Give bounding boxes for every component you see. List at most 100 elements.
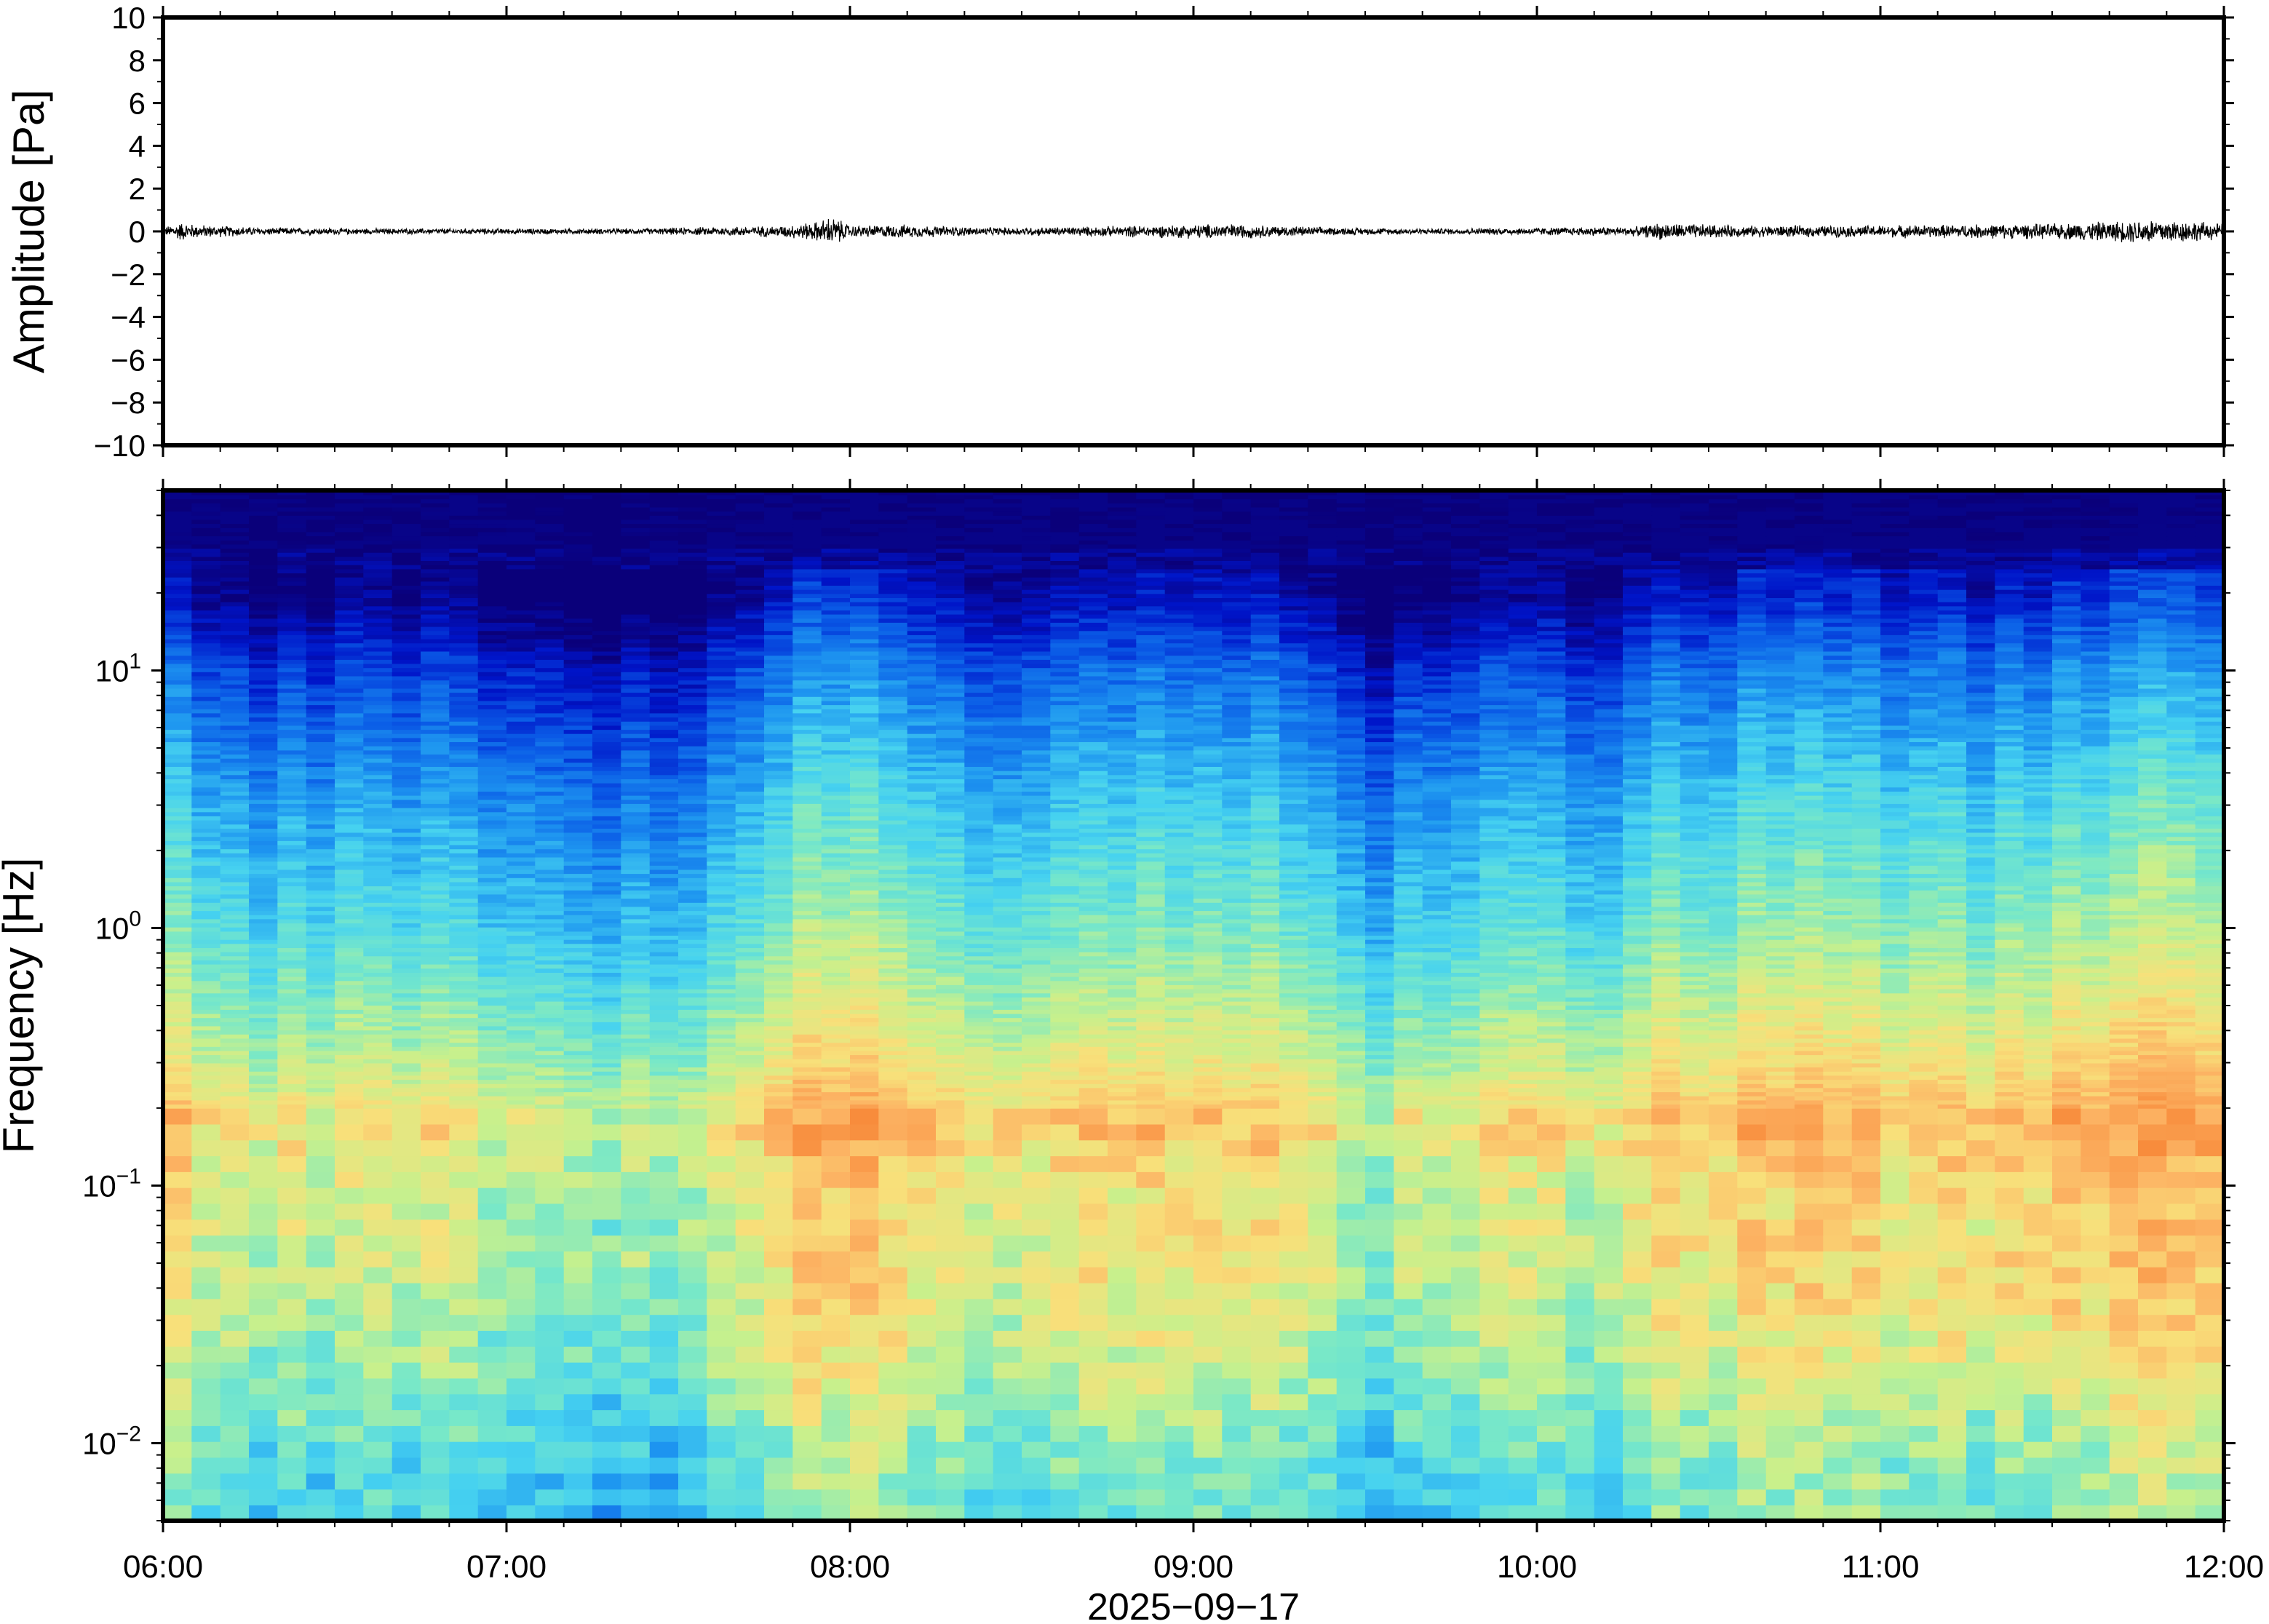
spectrogram-cell xyxy=(2109,1009,2139,1014)
spectrogram-cell xyxy=(1737,1123,1767,1141)
spectrogram-cell xyxy=(2166,1062,2196,1068)
spectrogram-cell xyxy=(249,1107,279,1125)
spectrogram-cell xyxy=(220,1330,250,1347)
spectrogram-cell xyxy=(1966,984,1996,990)
spectrogram-cell xyxy=(249,1361,279,1379)
spectrogram-cell xyxy=(1508,1377,1538,1395)
spectrogram-cell xyxy=(1937,1083,1967,1088)
spectrogram-cell xyxy=(2023,1042,2053,1047)
spectrogram-cell xyxy=(449,1155,479,1172)
spectrogram-cell xyxy=(306,1107,335,1125)
spectrogram-cell xyxy=(1680,1409,1709,1426)
spectrogram-cell xyxy=(1651,1203,1681,1220)
spectrogram-cell xyxy=(1451,1034,1481,1039)
spectrogram-cell xyxy=(1308,1377,1338,1395)
spectrogram-cell xyxy=(163,1139,193,1157)
spectrogram-cell xyxy=(2195,947,2225,952)
spectrogram-cell xyxy=(535,968,565,973)
spectrogram-cell xyxy=(1737,1087,1767,1093)
spectrogram-cell xyxy=(421,947,450,952)
spectrogram-cell xyxy=(1795,1457,1824,1474)
spectrogram-cell xyxy=(907,1095,937,1101)
spectrogram-cell xyxy=(277,997,307,1002)
spectrogram-cell xyxy=(621,1219,651,1236)
spectrogram-cell xyxy=(907,1139,937,1157)
spectrogram-cell xyxy=(2195,988,2225,994)
spectrogram-cell xyxy=(1422,1361,1452,1379)
spectrogram-cell xyxy=(1795,1282,1824,1299)
spectrogram-cell xyxy=(1795,968,1824,973)
spectrogram-cell xyxy=(449,1050,479,1056)
spectrogram-cell xyxy=(2166,1473,2196,1490)
spectrogram-cell xyxy=(1078,1075,1108,1080)
spectrogram-cell xyxy=(1222,1000,1252,1006)
spectrogram-cell xyxy=(335,1441,365,1458)
spectrogram-cell xyxy=(1508,1009,1538,1014)
spectrogram-cell xyxy=(2081,976,2110,982)
spectrogram-cell xyxy=(1394,1123,1423,1141)
spectrogram-cell xyxy=(1851,1025,1881,1031)
spectrogram-cell xyxy=(792,1123,822,1141)
spectrogram-cell xyxy=(850,943,880,948)
spectrogram-cell xyxy=(1851,1171,1881,1188)
spectrogram-cell xyxy=(277,1409,307,1426)
spectrogram-cell xyxy=(1022,1251,1052,1267)
spectrogram-cell xyxy=(2023,1155,2053,1172)
spectrogram-cell xyxy=(2195,1059,2225,1064)
spectrogram-cell xyxy=(821,992,851,998)
spectrogram-cell xyxy=(249,1457,279,1474)
spectrogram-cell xyxy=(850,1042,880,1047)
spectrogram-cell xyxy=(1709,1070,1738,1076)
spectrogram-cell xyxy=(936,1219,966,1236)
spectrogram-cell xyxy=(907,1070,937,1076)
spectrogram-cell xyxy=(2109,1030,2139,1035)
spectrogram-cell xyxy=(649,1473,679,1490)
spectrogram-cell xyxy=(421,1251,450,1267)
spectrogram-cell xyxy=(1966,1251,1996,1267)
spectrogram-cell xyxy=(1222,1314,1252,1331)
spectrogram-cell xyxy=(421,1298,450,1315)
spectrogram-cell xyxy=(993,1030,1022,1035)
spectrogram-cell xyxy=(1078,984,1108,990)
spectrogram-cell xyxy=(1308,1083,1338,1088)
spectrogram-cell xyxy=(1851,1042,1881,1047)
spectrogram-cell xyxy=(792,1038,822,1043)
spectrogram-cell xyxy=(735,968,765,973)
spectrogram-cell xyxy=(2166,1050,2196,1056)
spectrogram-cell xyxy=(850,1155,880,1172)
spectrogram-cell xyxy=(678,1409,708,1426)
spectrogram-cell xyxy=(2081,1034,2110,1039)
spectrogram-cell xyxy=(1193,1441,1223,1458)
spectrogram-cell xyxy=(592,1171,622,1188)
spectrogram-cell xyxy=(1394,1054,1423,1059)
spectrogram-cell xyxy=(878,1377,908,1395)
spectrogram-cell xyxy=(792,1139,822,1157)
spectrogram-cell xyxy=(1966,1046,1996,1051)
spectrogram-cell xyxy=(249,1095,279,1101)
spectrogram-cell xyxy=(1537,1298,1567,1315)
spectrogram-cell xyxy=(506,1009,536,1014)
spectrogram-cell xyxy=(1937,1473,1967,1490)
spectrogram-cell xyxy=(1022,1489,1052,1505)
spectrogram-cell xyxy=(2138,1075,2168,1080)
spectrogram-cell xyxy=(1795,1083,1824,1088)
spectrogram-cell xyxy=(306,992,335,998)
spectrogram-cell xyxy=(1537,1099,1567,1105)
spectrogram-cell xyxy=(1823,1425,1853,1442)
spectrogram-cell xyxy=(1451,972,1481,977)
spectrogram-cell xyxy=(1737,1393,1767,1411)
spectrogram-cell xyxy=(1279,1025,1309,1031)
spectrogram-cell xyxy=(1136,1187,1166,1204)
spectrogram-cell xyxy=(1308,1393,1338,1411)
spectrogram-cell xyxy=(563,1505,593,1521)
spectrogram-cell xyxy=(1164,1104,1194,1109)
spectrogram-cell xyxy=(2109,1107,2139,1125)
spectrogram-cell xyxy=(936,997,966,1002)
spectrogram-cell xyxy=(1737,1155,1767,1172)
spectrogram-cell xyxy=(1422,992,1452,998)
spectrogram-cell xyxy=(735,1017,765,1022)
spectrogram-cell xyxy=(449,1070,479,1076)
spectrogram-cell xyxy=(1164,1062,1194,1068)
spectrogram-cell xyxy=(1365,980,1395,985)
spectrogram-cell xyxy=(449,1505,479,1521)
